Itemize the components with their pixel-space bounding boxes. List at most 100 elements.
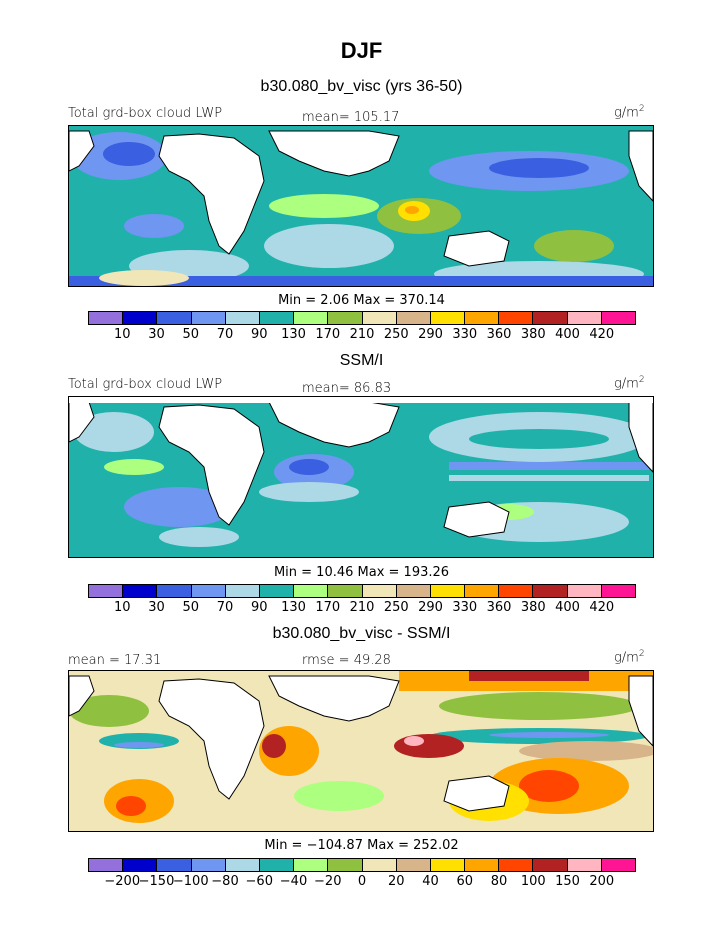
colorbar-swatch — [533, 585, 568, 597]
blob-indian-ocean — [264, 194, 394, 268]
land-americas — [628, 130, 653, 202]
colorbar-tick-label: 60 — [456, 874, 474, 889]
colorbar-swatch — [396, 859, 431, 871]
colorbar-swatch — [123, 859, 158, 871]
colorbar-tick-label: 70 — [216, 600, 234, 615]
panel-diff-minmax: Min = −104.87 Max = 252.02 — [264, 838, 459, 853]
polar-mask — [69, 397, 653, 403]
colorbar-tick-label: 290 — [418, 327, 443, 342]
panel-obs-colorbar-ticks: 10 30 50 70 90 130 170 210 250 290 330 360 380 400 420 — [88, 600, 636, 616]
land-americas — [628, 675, 653, 747]
colorbar-swatch — [396, 312, 431, 324]
colorbar-swatch — [89, 312, 124, 324]
colorbar-swatch — [601, 859, 635, 871]
colorbar-tick-label: −20 — [314, 874, 342, 889]
colorbar-tick-label: 170 — [315, 327, 341, 342]
colorbar-tick-label: 380 — [520, 327, 546, 342]
colorbar-tick-label: 330 — [452, 600, 478, 615]
colorbar-swatch — [259, 585, 295, 597]
land-australia — [443, 501, 510, 538]
colorbar-swatch — [396, 585, 431, 597]
colorbar-tick-label: 50 — [182, 327, 200, 342]
colorbar-tick-label: 210 — [349, 327, 375, 342]
panel-model-colorbar-ticks: 10 30 50 70 90 130 170 210 250 290 330 360 380 400 420 — [88, 327, 636, 343]
panel-obs-minmax: Min = 10.46 Max = 193.26 — [273, 565, 450, 580]
colorbar-swatch — [157, 312, 192, 324]
colorbar-tick-label: −100 — [172, 874, 209, 889]
land — [69, 675, 653, 812]
colorbar-tick-label: 10 — [113, 600, 131, 615]
colorbar-swatch — [465, 312, 500, 324]
panel-diff-map-svg — [69, 671, 653, 831]
land-africa — [158, 678, 265, 800]
colorbar-tick-label: 420 — [589, 600, 615, 615]
blob-obs-south-atlantic — [124, 487, 239, 547]
colorbar-tick-label: −80 — [211, 874, 239, 889]
colorbar-swatch — [499, 585, 534, 597]
colorbar-tick-label: 130 — [281, 327, 306, 342]
panel-diff-mean: mean = 17.31 — [68, 653, 162, 668]
colorbar-tick-label: 360 — [486, 327, 512, 342]
colorbar-swatch — [567, 585, 602, 597]
colorbar-tick-label: 360 — [486, 600, 512, 615]
colorbar-tick-label: 30 — [148, 600, 165, 615]
panel-diff-colorbar-ticks: −200 −150 −100 −80 −60 −40 −20 0 20 40 60 80 100 150 2… — [88, 874, 636, 890]
colorbar-tick-label: 70 — [216, 327, 234, 342]
colorbar-swatch — [157, 859, 192, 871]
colorbar-tick-label: 250 — [383, 327, 409, 342]
colorbar-swatch — [191, 859, 226, 871]
colorbar-swatch — [465, 859, 500, 871]
colorbar-tick-label: 150 — [555, 874, 580, 889]
blob-low-lwp-north-atlantic — [71, 132, 167, 180]
colorbar-tick-label: 210 — [349, 600, 375, 615]
figure-title: DJF — [340, 38, 383, 63]
colorbar-swatch — [362, 585, 397, 597]
land-eurasia — [268, 401, 400, 448]
land-south-america — [69, 130, 95, 172]
colorbar-swatch — [601, 312, 635, 324]
colorbar-tick-label: 400 — [555, 600, 580, 615]
colorbar-swatch — [123, 585, 158, 597]
land-australia — [443, 775, 510, 812]
colorbar-tick-label: 20 — [387, 874, 405, 889]
colorbar-tick-label: 100 — [520, 874, 546, 889]
colorbar-tick-label: −60 — [245, 874, 273, 889]
panel-obs-map — [68, 396, 654, 558]
land-eurasia — [268, 675, 400, 722]
colorbar-swatch — [123, 312, 158, 324]
colorbar-tick-label: 380 — [520, 600, 546, 615]
panel-model-map — [68, 125, 654, 287]
panel-obs-mean: mean= 86.83 — [302, 381, 392, 396]
blob-diff-south-atlantic — [104, 779, 174, 823]
colorbar-tick-label: 170 — [315, 600, 341, 615]
colorbar-swatch — [225, 585, 260, 597]
colorbar-swatch — [533, 859, 568, 871]
panel-diff-title: b30.080_bv_visc - SSM/I — [272, 625, 451, 642]
colorbar-tick-label: 40 — [422, 874, 439, 889]
colorbar-swatch — [89, 585, 124, 597]
colorbar-swatch — [328, 585, 363, 597]
blob-obs-atlantic — [74, 412, 164, 475]
panel-model-units: g/m2 — [614, 104, 645, 121]
panel-obs-header-left: Total grd-box cloud LWP — [68, 377, 223, 392]
colorbar-swatch — [225, 859, 260, 871]
colorbar-tick-label: 10 — [113, 327, 131, 342]
land-australia — [443, 230, 510, 267]
panel-diff-colorbar — [88, 858, 636, 872]
blob-obs-pacific — [429, 412, 649, 462]
colorbar-swatch — [294, 585, 329, 597]
land-south-america — [69, 675, 95, 717]
colorbar-swatch — [567, 859, 602, 871]
colorbar-tick-label: 420 — [589, 327, 615, 342]
figure-subtitle: b30.080_bv_visc (yrs 36-50) — [260, 78, 463, 95]
panel-obs-title: SSM/I — [339, 352, 384, 369]
colorbar-tick-label: 90 — [250, 327, 268, 342]
colorbar-swatch — [465, 585, 500, 597]
blob-southern-ocean — [69, 270, 653, 286]
colorbar-tick-label: 50 — [182, 600, 200, 615]
colorbar-tick-label: 130 — [281, 600, 306, 615]
land — [69, 130, 653, 267]
colorbar-swatch — [567, 312, 602, 324]
colorbar-tick-label: −40 — [279, 874, 308, 889]
colorbar-swatch — [601, 585, 635, 597]
